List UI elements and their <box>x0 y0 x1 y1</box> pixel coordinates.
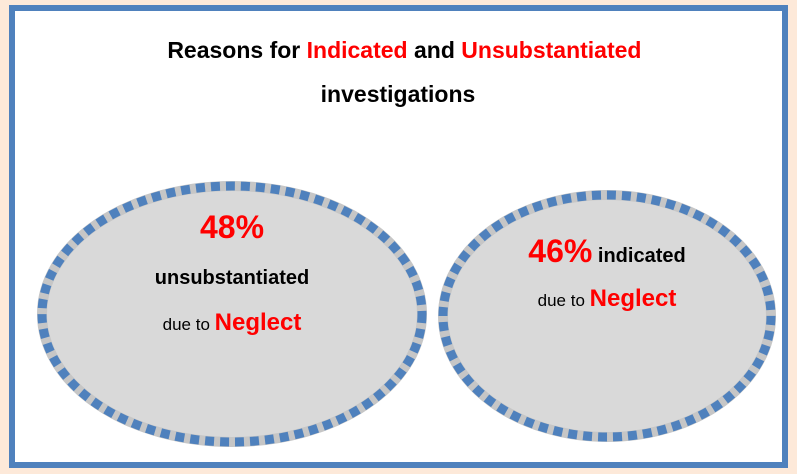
label: indicated <box>592 245 685 267</box>
percent: 48% <box>200 209 264 245</box>
label: unsubstantiated <box>155 267 309 289</box>
percent-line: 46% indicated <box>528 233 685 269</box>
reason-line: due to Neglect <box>163 309 302 336</box>
title-part: and <box>408 37 462 63</box>
title-line2: investigations <box>321 81 476 107</box>
prefix: due to <box>538 291 590 310</box>
title-part: Unsubstantiated <box>461 37 641 63</box>
prefix: due to <box>163 315 215 334</box>
reason: Neglect <box>590 285 677 312</box>
title-part: Indicated <box>307 37 408 63</box>
reason: Neglect <box>215 309 302 336</box>
circle-right: 46% indicated due to Neglect <box>438 190 776 442</box>
title-line1: Reasons for Indicated and Unsubstantiate… <box>135 37 660 63</box>
ellipse-dash <box>438 190 776 442</box>
percent: 46% <box>528 233 592 269</box>
title-part: Reasons for <box>167 37 306 63</box>
ellipse-dash <box>37 181 427 447</box>
circle-left: 48% unsubstantiated due to Neglect <box>37 181 427 447</box>
reason-line: due to Neglect <box>538 285 677 312</box>
